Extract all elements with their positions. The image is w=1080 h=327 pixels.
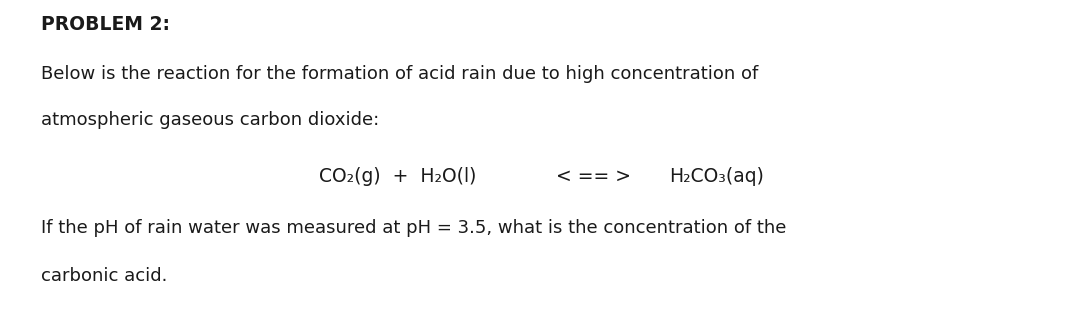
Text: Below is the reaction for the formation of acid rain due to high concentration o: Below is the reaction for the formation … bbox=[41, 65, 758, 83]
Text: carbonic acid.: carbonic acid. bbox=[41, 267, 167, 284]
Text: PROBLEM 2:: PROBLEM 2: bbox=[41, 15, 170, 34]
Text: If the pH of rain water was measured at pH = 3.5, what is the concentration of t: If the pH of rain water was measured at … bbox=[41, 219, 786, 237]
Text: < == >: < == > bbox=[556, 167, 631, 186]
Text: atmospheric gaseous carbon dioxide:: atmospheric gaseous carbon dioxide: bbox=[41, 111, 379, 129]
Text: CO₂(g)  +  H₂O(l): CO₂(g) + H₂O(l) bbox=[319, 167, 476, 186]
Text: H₂CO₃(aq): H₂CO₃(aq) bbox=[670, 167, 765, 186]
